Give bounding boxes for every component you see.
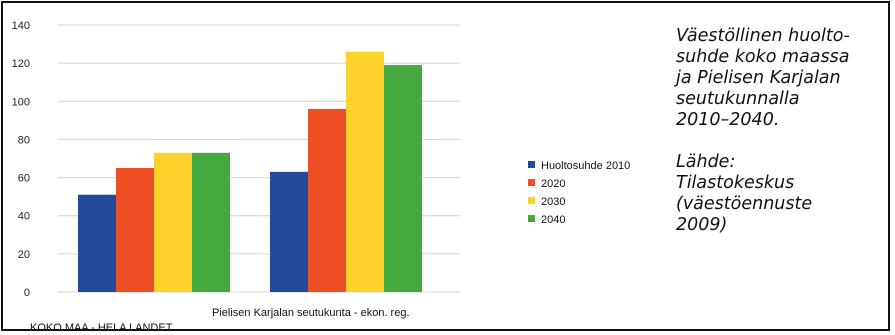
legend-label: 2040 bbox=[541, 214, 565, 226]
bar bbox=[78, 194, 116, 292]
caption-line: seutukunnalla bbox=[676, 89, 800, 109]
caption-line: Väestöllinen huolto- bbox=[676, 26, 850, 46]
legend-swatch bbox=[528, 215, 535, 222]
y-tick-label: 20 bbox=[18, 249, 30, 261]
caption-line: Lähde: bbox=[676, 152, 736, 172]
y-tick-label: 80 bbox=[18, 134, 30, 146]
bar bbox=[346, 51, 384, 293]
bar bbox=[154, 152, 192, 292]
y-tick-label: 120 bbox=[12, 58, 30, 70]
legend-label: Huoltosuhde 2010 bbox=[541, 160, 630, 172]
legend-label: 2020 bbox=[541, 178, 565, 190]
legend-swatch bbox=[528, 197, 535, 204]
legend-swatch bbox=[528, 161, 535, 168]
caption-line: Tilastokeskus bbox=[676, 173, 795, 193]
caption-paragraph: Lähde: Tilastokeskus (väestöennuste 2009) bbox=[676, 152, 881, 236]
bar bbox=[116, 168, 154, 292]
caption-line: suhde koko maassa bbox=[676, 47, 850, 67]
caption-line: 2010–2040. bbox=[676, 110, 780, 130]
bar bbox=[192, 152, 230, 292]
bar bbox=[270, 171, 308, 292]
figure-caption: Väestöllinen huolto-suhde koko maassa ja … bbox=[676, 26, 881, 236]
category-label: Pielisen Karjalan seutukunta - ekon. reg… bbox=[212, 307, 410, 319]
caption-paragraph: Väestöllinen huolto-suhde koko maassa ja … bbox=[676, 26, 881, 131]
y-tick-label: 140 bbox=[12, 20, 30, 32]
caption-line: 2009) bbox=[676, 215, 728, 235]
caption-line: (väestöennuste bbox=[676, 194, 813, 214]
y-tick-label: 0 bbox=[24, 287, 30, 299]
y-tick-label: 100 bbox=[12, 96, 30, 108]
caption-line: ja Pielisen Karjalan bbox=[676, 68, 841, 88]
legend-label: 2030 bbox=[541, 196, 565, 208]
legend-swatch bbox=[528, 179, 535, 186]
y-tick-label: 60 bbox=[18, 173, 30, 185]
y-tick-label: 40 bbox=[18, 211, 30, 223]
category-label: KOKO MAA - HELA LANDET bbox=[30, 322, 173, 334]
bar bbox=[308, 108, 346, 293]
bar bbox=[384, 65, 422, 292]
